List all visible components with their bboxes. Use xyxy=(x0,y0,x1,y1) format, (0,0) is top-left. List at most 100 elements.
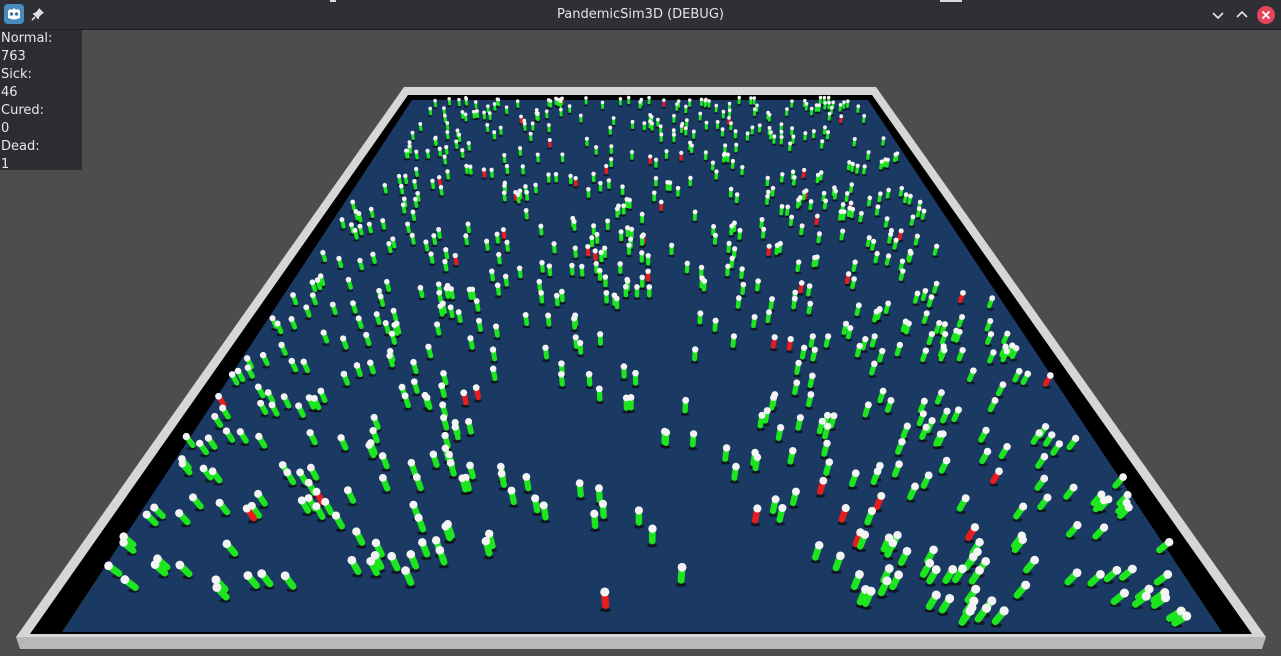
healthy-agent xyxy=(764,309,772,326)
healthy-agent xyxy=(857,210,864,225)
agent-head xyxy=(329,301,336,308)
pin-icon[interactable] xyxy=(30,6,46,22)
healthy-agent xyxy=(821,458,834,479)
agent-head xyxy=(1164,537,1174,547)
agent-shadow xyxy=(984,344,993,348)
healthy-agent xyxy=(739,164,745,178)
agent-head xyxy=(832,185,837,190)
agent-head xyxy=(452,252,458,259)
agent-shadow xyxy=(538,303,546,306)
healthy-agent xyxy=(427,106,433,118)
healthy-agent xyxy=(410,130,415,142)
agent-head xyxy=(873,308,880,315)
agent-head xyxy=(645,268,651,275)
agent-head xyxy=(104,561,113,571)
agent-shadow xyxy=(884,265,891,268)
healthy-agent xyxy=(933,319,943,337)
healthy-agent xyxy=(894,341,904,359)
agent-shadow xyxy=(448,475,458,480)
maximize-button[interactable] xyxy=(1232,5,1252,25)
agent-head xyxy=(280,393,288,401)
agent-head xyxy=(916,206,922,211)
agent-head xyxy=(386,240,392,247)
agent-shadow xyxy=(420,556,432,561)
agent-shadow xyxy=(995,395,1004,399)
agent-shadow xyxy=(570,329,579,333)
agent-head xyxy=(981,603,992,613)
agent-head xyxy=(817,103,821,107)
healthy-agent xyxy=(288,357,299,375)
agent-shadow xyxy=(713,179,720,182)
agent-shadow xyxy=(773,254,781,258)
agent-head xyxy=(739,266,745,272)
healthy-agent xyxy=(455,309,464,326)
agent-head xyxy=(905,320,912,327)
agent-head xyxy=(352,527,361,536)
agent-body xyxy=(632,373,639,386)
healthy-agent xyxy=(671,132,677,144)
sick-agent xyxy=(603,163,609,177)
agent-head xyxy=(788,141,793,146)
agent-head xyxy=(882,576,892,586)
agent-head xyxy=(387,551,397,561)
healthy-agent xyxy=(366,556,382,579)
agent-shadow xyxy=(528,141,534,143)
sick-agent xyxy=(472,384,482,403)
agent-head xyxy=(809,372,816,380)
healthy-agent xyxy=(382,320,392,337)
agent-body xyxy=(640,214,645,224)
agent-head xyxy=(382,320,389,327)
agent-head xyxy=(438,184,444,190)
agent-body xyxy=(703,100,707,108)
agent-shadow xyxy=(598,261,605,265)
healthy-agent xyxy=(711,317,719,335)
healthy-agent xyxy=(244,364,256,382)
agent-shadow xyxy=(349,233,356,236)
agent-head xyxy=(498,125,503,130)
sick-agent xyxy=(518,114,524,126)
agent-head xyxy=(545,312,552,319)
agent-head xyxy=(1073,521,1082,530)
healthy-agent xyxy=(142,510,159,529)
agent-head xyxy=(443,285,450,292)
agent-head xyxy=(852,137,857,142)
agent-shadow xyxy=(721,162,727,165)
close-button[interactable] xyxy=(1256,5,1276,25)
agent-head xyxy=(1099,523,1109,532)
agent-head xyxy=(489,365,497,373)
healthy-agent xyxy=(350,300,359,316)
agent-shadow xyxy=(247,378,256,382)
agent-head xyxy=(425,148,430,153)
godot-icon[interactable] xyxy=(4,4,24,24)
agent-shadow xyxy=(869,250,877,253)
agent-head xyxy=(1024,370,1032,378)
agent-head xyxy=(522,118,527,123)
agent-head xyxy=(370,413,378,421)
agent-shadow xyxy=(548,107,553,110)
agent-shadow xyxy=(546,132,552,135)
agent-head xyxy=(975,537,984,547)
agent-head xyxy=(792,175,797,180)
agent-head xyxy=(403,173,408,179)
healthy-agent xyxy=(675,185,681,199)
healthy-agent xyxy=(352,227,359,242)
agent-head xyxy=(1021,580,1031,590)
agent-shadow xyxy=(641,130,647,133)
agent-shadow xyxy=(471,118,477,121)
simulation-viewport[interactable] xyxy=(0,30,1281,656)
agent-body xyxy=(680,125,684,134)
chevron-up-icon xyxy=(1236,10,1248,18)
title-bar[interactable]: PandemicSim3D (DEBUG) xyxy=(0,0,1281,30)
agent-head xyxy=(404,148,409,153)
healthy-agent xyxy=(494,231,501,246)
agent-head xyxy=(779,129,784,134)
healthy-agent xyxy=(1049,440,1063,459)
agent-shadow xyxy=(490,360,499,364)
agent-head xyxy=(558,288,565,295)
agent-shadow xyxy=(446,105,452,108)
agent-head xyxy=(755,103,759,108)
agent-head xyxy=(544,109,549,114)
agent-head xyxy=(790,99,794,103)
minimize-button[interactable] xyxy=(1208,5,1228,25)
healthy-agent xyxy=(466,286,474,303)
